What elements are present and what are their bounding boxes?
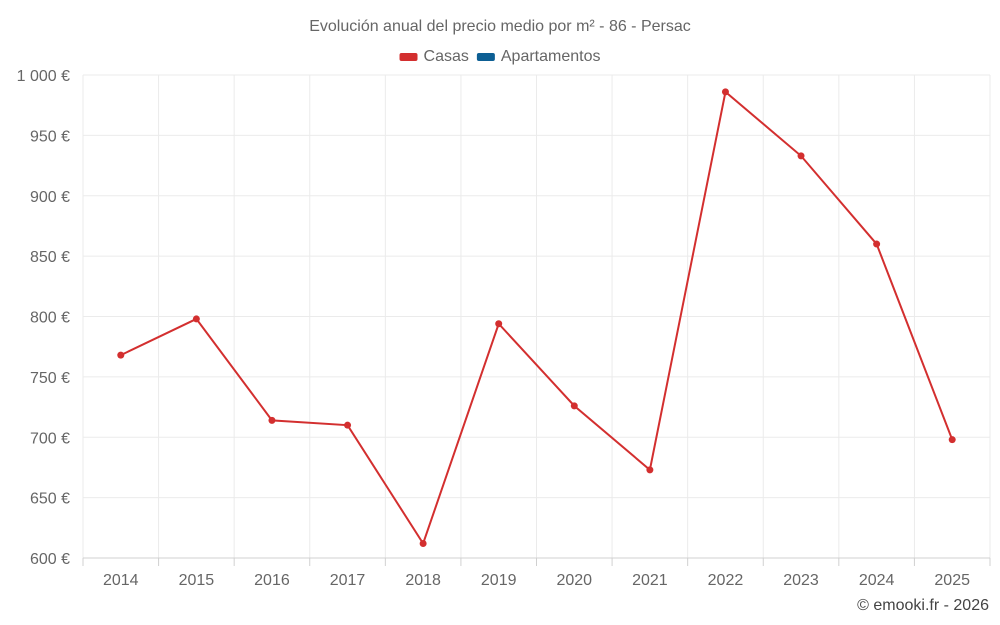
chart-title: Evolución anual del precio medio por m² … (309, 18, 691, 35)
data-point-2018[interactable] (419, 540, 427, 548)
legend-item-apartamentos[interactable]: Apartamentos (476, 48, 601, 65)
y-tick-label: 650 € (30, 491, 70, 508)
data-point-2024[interactable] (873, 240, 881, 248)
x-tick-label: 2024 (859, 572, 895, 589)
y-tick-label: 750 € (30, 370, 70, 387)
legend: Casas Apartamentos (399, 48, 601, 65)
series-casas (117, 88, 956, 548)
x-tick-label: 2022 (708, 572, 744, 589)
x-tick-label: 2021 (632, 572, 668, 589)
data-point-2022[interactable] (721, 88, 729, 96)
series-layer (117, 88, 956, 548)
x-tick-label: 2020 (556, 572, 592, 589)
y-tick-label: 1 000 € (17, 68, 70, 85)
data-point-2023[interactable] (797, 152, 805, 160)
data-point-2014[interactable] (117, 351, 125, 359)
data-point-2025[interactable] (948, 436, 956, 444)
x-tick-label: 2017 (330, 572, 366, 589)
data-point-2021[interactable] (646, 466, 654, 474)
x-tick-label: 2016 (254, 572, 290, 589)
data-point-2020[interactable] (570, 402, 578, 410)
axes: 600 € 650 € 700 € 750 € 800 € 850 € 900 € 950 €… (17, 68, 991, 589)
data-point-2015[interactable] (192, 315, 200, 323)
data-point-2017[interactable] (344, 421, 352, 429)
x-tick-label: 2018 (405, 572, 441, 589)
y-tick-label: 950 € (30, 128, 70, 145)
x-tick-label: 2014 (103, 572, 139, 589)
y-tick-label: 700 € (30, 430, 70, 447)
data-point-2016[interactable] (268, 416, 276, 424)
x-tick-label: 2025 (934, 572, 970, 589)
data-point-2019[interactable] (495, 320, 503, 328)
y-tick-label: 850 € (30, 249, 70, 266)
legend-swatch (476, 53, 495, 61)
y-tick-label: 900 € (30, 189, 70, 206)
legend-item-casas[interactable]: Casas (399, 48, 469, 65)
series-line (120, 90, 954, 546)
x-tick-label: 2019 (481, 572, 517, 589)
x-tick-label: 2023 (783, 572, 819, 589)
legend-swatch (399, 53, 418, 61)
grid (82, 74, 991, 559)
y-tick-label: 600 € (30, 551, 70, 568)
legend-label: Casas (424, 48, 469, 65)
legend-label: Apartamentos (501, 48, 601, 65)
x-tick-label: 2015 (179, 572, 215, 589)
y-tick-label: 800 € (30, 310, 70, 327)
credit-text: © emooki.fr - 2026 (857, 597, 989, 614)
